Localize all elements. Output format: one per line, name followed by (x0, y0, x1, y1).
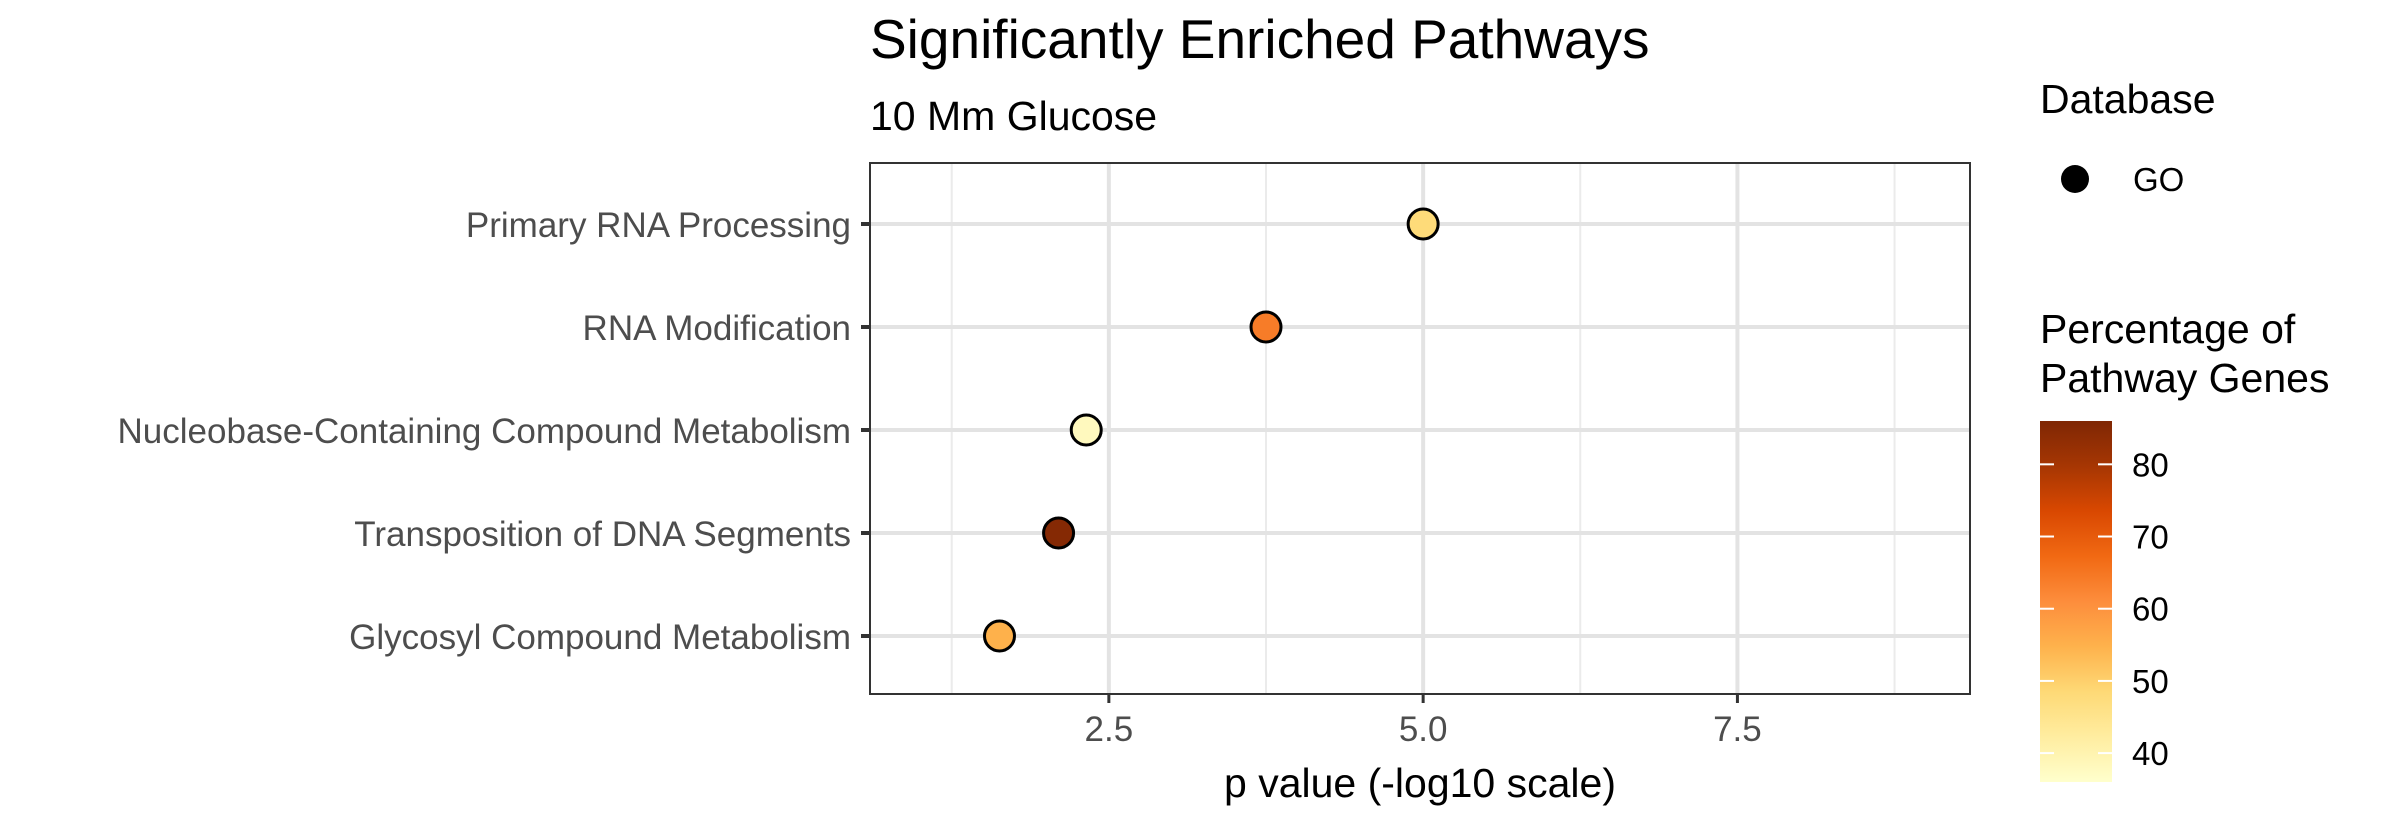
gridlines (870, 163, 1970, 694)
legend-colorbar-label: 40 (2132, 735, 2169, 772)
y-axis: Primary RNA Processing RNA Modification Nu… (118, 206, 870, 657)
legend-percentage-title: Percentage of Pathway Genes (2040, 306, 2329, 401)
x-tick-label: 7.5 (1713, 710, 1762, 749)
legend-colorbar-label: 80 (2132, 446, 2169, 483)
legend-entry-label: GO (2133, 161, 2184, 198)
data-point (1249, 310, 1283, 344)
legend-colorbar-label: 50 (2132, 663, 2169, 700)
legend-colorbar-label: 70 (2132, 519, 2169, 556)
legend-key-circle (2061, 165, 2089, 193)
legend-colorbar (2040, 421, 2112, 782)
x-axis: 2.5 5.0 7.5 (1085, 694, 1762, 749)
y-tick-label: Nucleobase-Containing Compound Metabolis… (118, 412, 851, 451)
data-points (982, 207, 1440, 653)
y-tick-label: Transposition of DNA Segments (354, 515, 851, 554)
data-point (1406, 207, 1440, 241)
y-tick-label: Glycosyl Compound Metabolism (349, 618, 851, 657)
legend-percentage-title-line-2: Pathway Genes (2040, 355, 2329, 401)
data-point (982, 619, 1016, 653)
x-tick-label: 2.5 (1085, 710, 1134, 749)
legend-database-title: Database (2040, 76, 2216, 122)
chart-title: Significantly Enriched Pathways (870, 8, 1650, 70)
chart-subtitle: 10 Mm Glucose (870, 93, 1157, 139)
data-point (1042, 516, 1076, 550)
y-tick-label: Primary RNA Processing (466, 206, 851, 245)
data-point (1069, 413, 1103, 447)
x-axis-label: p value (-log10 scale) (1224, 760, 1616, 806)
legend-database: GO (2061, 161, 2184, 198)
y-tick-label: RNA Modification (583, 309, 851, 348)
legend-colorbar-label: 60 (2132, 591, 2169, 628)
legend-percentage-title-line-1: Percentage of (2040, 306, 2296, 352)
x-tick-label: 5.0 (1399, 710, 1448, 749)
legend-percentage: 40 50 60 70 80 (2040, 421, 2169, 782)
